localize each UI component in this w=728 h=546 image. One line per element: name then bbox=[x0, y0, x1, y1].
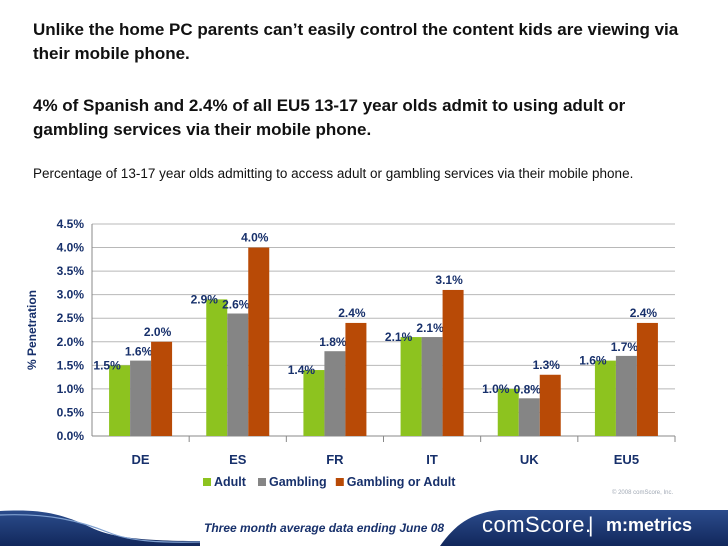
legend-label: Adult bbox=[214, 475, 247, 489]
data-label: 1.5% bbox=[93, 358, 121, 372]
footer-bar: Three month average data ending June 08 … bbox=[0, 505, 728, 546]
data-label: 4.0% bbox=[241, 231, 269, 245]
logo-separator: | bbox=[588, 514, 594, 537]
headline-1: Unlike the home PC parents can’t easily … bbox=[33, 20, 679, 63]
data-label: 1.0% bbox=[482, 382, 510, 396]
x-tick-label: UK bbox=[520, 452, 539, 467]
y-axis-label: % Penetration bbox=[25, 290, 39, 370]
y-tick-label: 1.5% bbox=[57, 358, 85, 372]
data-label: 1.4% bbox=[288, 363, 316, 377]
bar-de-1 bbox=[130, 360, 152, 436]
y-tick-label: 2.0% bbox=[57, 335, 85, 349]
bar-de-0 bbox=[109, 365, 131, 436]
legend-swatch bbox=[203, 478, 211, 486]
bar-it-1 bbox=[421, 337, 443, 436]
data-label: 1.8% bbox=[319, 335, 347, 349]
bar-es-0 bbox=[206, 299, 228, 436]
data-label: 2.6% bbox=[222, 298, 250, 312]
y-tick-label: 4.5% bbox=[57, 217, 85, 231]
legend-swatch bbox=[335, 478, 344, 486]
legend-label: Gambling or Adult bbox=[347, 475, 456, 489]
bar-eu5-0 bbox=[594, 360, 616, 436]
copyright-text: © 2008 comScore, Inc. bbox=[612, 490, 674, 496]
data-label: 2.1% bbox=[416, 321, 444, 335]
bar-uk-2 bbox=[539, 374, 561, 436]
y-tick-label: 0.0% bbox=[57, 429, 85, 443]
bar-uk-0 bbox=[497, 388, 519, 436]
x-tick-label: ES bbox=[229, 452, 247, 467]
y-tick-label: 0.5% bbox=[57, 405, 85, 419]
bar-fr-1 bbox=[324, 351, 346, 436]
bar-uk-1 bbox=[518, 398, 540, 436]
data-label: 2.9% bbox=[191, 292, 219, 306]
bar-eu5-2 bbox=[636, 322, 658, 436]
x-tick-label: FR bbox=[326, 452, 344, 467]
legend-swatch bbox=[258, 478, 266, 486]
chart-subtitle: Percentage of 13-17 year olds admitting … bbox=[33, 166, 634, 181]
bar-chart: 0.0% 0.5% 1.0% 1.5% 2.0% 2.5% 3.0% 3.5% 4.0% 4.5%… bbox=[25, 217, 676, 489]
data-label: 1.3% bbox=[533, 358, 561, 372]
x-tick-label: EU5 bbox=[614, 452, 639, 467]
headline-2: 4% of Spanish and 2.4% of all EU5 13-17 … bbox=[33, 96, 626, 139]
x-tick-label: DE bbox=[132, 452, 150, 467]
data-label: 1.6% bbox=[579, 354, 607, 368]
footer-note: Three month average data ending June 08 bbox=[204, 521, 445, 535]
data-label: 2.4% bbox=[338, 306, 366, 320]
x-tick-label: IT bbox=[426, 452, 438, 467]
legend-label: Gambling bbox=[269, 475, 327, 489]
data-label: 2.0% bbox=[144, 325, 172, 339]
bar-es-1 bbox=[227, 313, 249, 436]
bar-it-2 bbox=[442, 289, 464, 436]
bar-eu5-1 bbox=[615, 355, 637, 436]
data-label: 3.1% bbox=[435, 273, 463, 287]
mmetrics-logo: m:metrics bbox=[606, 515, 693, 535]
bar-fr-0 bbox=[303, 370, 325, 436]
data-label: 1.7% bbox=[611, 340, 639, 354]
bar-es-2 bbox=[248, 247, 270, 436]
comscore-logo: comScore. bbox=[482, 512, 592, 537]
y-tick-label: 3.5% bbox=[57, 264, 85, 278]
y-tick-label: 2.5% bbox=[57, 311, 85, 325]
y-tick-label: 4.0% bbox=[57, 241, 85, 255]
data-label: 2.1% bbox=[385, 330, 413, 344]
data-label: 0.8% bbox=[514, 382, 542, 396]
y-tick-label: 1.0% bbox=[57, 382, 85, 396]
footer-swoosh-graphic bbox=[0, 510, 728, 546]
bar-de-2 bbox=[151, 341, 173, 436]
data-label: 1.6% bbox=[125, 345, 153, 359]
data-label: 2.4% bbox=[630, 306, 658, 320]
bar-it-0 bbox=[400, 337, 422, 436]
y-tick-label: 3.0% bbox=[57, 288, 85, 302]
bar-fr-2 bbox=[345, 322, 367, 436]
